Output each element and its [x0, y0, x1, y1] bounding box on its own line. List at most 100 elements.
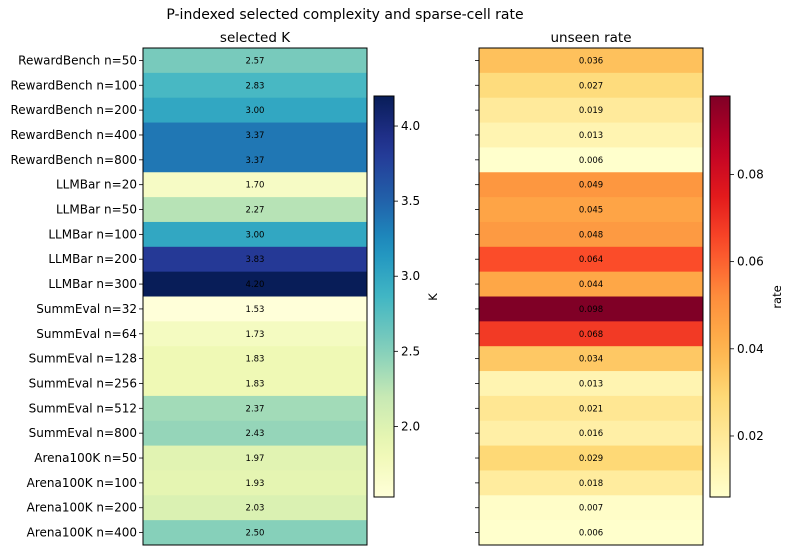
colorbar-rate: 0.02 0.04 0.06 0.08 [709, 95, 764, 498]
colorbar-rate-label: rate [770, 285, 784, 308]
colorbar-tick-label: 0.02 [737, 429, 764, 443]
cell-value-label: 0.048 [579, 230, 603, 240]
heatmap-cell [479, 48, 703, 74]
heatmap-cell [479, 495, 703, 521]
heatmap-cell [479, 296, 703, 322]
heatmap-cell [143, 97, 367, 124]
row-label: RewardBench n=100 [11, 78, 138, 92]
heatmap-cell [143, 445, 367, 471]
colorbar-frame [373, 95, 395, 498]
heatmap-cell [479, 520, 703, 546]
figure-title: P-indexed selected complexity and sparse… [166, 7, 523, 23]
colorbar-k-label: K [426, 293, 440, 301]
row-label: RewardBench n=400 [11, 128, 138, 142]
panel-frame [142, 47, 368, 546]
colorbar-tick-label: 0.04 [737, 342, 764, 356]
cell-value-label: 0.064 [579, 255, 603, 265]
cell-value-label: 2.27 [246, 206, 265, 216]
row-label: LLMBar n=100 [48, 227, 137, 241]
heatmap-cell [479, 395, 703, 422]
row-label: Arena100K n=100 [27, 476, 137, 490]
row-label: SummEval n=64 [36, 327, 137, 341]
heatmap-cell [479, 371, 703, 397]
heatmap-cell [143, 72, 367, 99]
heatmap-cell [479, 271, 703, 297]
row-label: Arena100K n=400 [27, 526, 137, 540]
cell-value-label: 0.068 [579, 330, 603, 340]
cell-value-label: 2.03 [246, 504, 265, 514]
heatmap-cell [479, 122, 703, 148]
colorbar-k: 2.0 2.5 3.0 3.5 4.0 [373, 95, 420, 498]
cell-value-label: 1.73 [246, 330, 265, 340]
colorbar-tick-label: 2.5 [401, 344, 420, 358]
row-label: SummEval n=256 [29, 376, 137, 390]
heatmap-cell [143, 246, 367, 273]
heatmap-cell [479, 97, 703, 124]
heatmap-cell [143, 197, 367, 223]
heatmap-cell [479, 172, 703, 198]
cell-value-label: 0.013 [579, 379, 603, 389]
row-label: Arena100K n=50 [34, 451, 137, 465]
row-label: LLMBar n=200 [48, 252, 137, 266]
cell-value-label: 0.016 [579, 429, 603, 439]
cell-value-label: 0.007 [579, 504, 603, 514]
heatmap-cell [479, 470, 703, 496]
colorbar-gradient [374, 96, 394, 497]
heatmap-cell [143, 346, 367, 372]
heatmap-cell [143, 147, 367, 173]
panel-k-heatmap: 2.57 2.83 3.00 3.37 3.37 1.70 2.27 3.00 3.83 4.20… [142, 47, 368, 546]
colorbar-tick-label: 2.0 [401, 419, 420, 433]
heatmap-cell [479, 246, 703, 273]
cell-value-label: 2.50 [246, 529, 265, 539]
cell-value-label: 0.019 [579, 106, 603, 116]
colorbar-tick-label: 0.06 [737, 255, 764, 269]
cell-value-label: 0.021 [579, 404, 603, 414]
cell-value-label: 1.93 [246, 479, 265, 489]
row-label: LLMBar n=20 [56, 178, 137, 192]
heatmap-cell [479, 321, 703, 347]
colorbar-tick-label: 0.08 [737, 167, 764, 181]
heatmap-cell [143, 221, 367, 248]
heatmap-cell [143, 48, 367, 74]
cell-value-label: 0.098 [579, 305, 603, 315]
cell-value-label: 2.57 [246, 56, 265, 66]
cell-value-label: 0.006 [579, 156, 603, 166]
row-label: SummEval n=128 [29, 352, 137, 366]
cell-value-label: 3.37 [246, 156, 265, 166]
panel-frame [478, 47, 704, 546]
heatmap-cell [143, 395, 367, 422]
cell-value-label: 0.034 [579, 355, 603, 365]
colorbar-tick-label: 3.5 [401, 194, 420, 208]
row-label: SummEval n=512 [29, 401, 137, 415]
heatmap-cell [479, 346, 703, 372]
heatmap-cell [143, 122, 367, 148]
heatmap-cell [479, 147, 703, 173]
heatmap-cell [143, 172, 367, 198]
panel-k-title: selected K [220, 30, 291, 46]
heatmap-cell [143, 495, 367, 521]
cell-value-label: 0.006 [579, 529, 603, 539]
colorbar-tick-label: 4.0 [401, 119, 420, 133]
heatmap-cell [479, 197, 703, 223]
heatmap-cell [143, 321, 367, 347]
cell-value-label: 0.029 [579, 454, 603, 464]
heatmap-cell [143, 371, 367, 397]
cell-value-label: 2.43 [246, 429, 265, 439]
heatmap-cell [479, 72, 703, 99]
heatmap-cell [143, 296, 367, 322]
cell-value-label: 0.045 [579, 206, 603, 216]
row-label: Arena100K n=200 [27, 501, 137, 515]
heatmap-cell [143, 520, 367, 546]
panel-rate-heatmap: 0.036 0.027 0.019 0.013 0.006 0.049 0.045 0.048… [478, 47, 704, 546]
cell-value-label: 4.20 [246, 280, 265, 290]
row-label: LLMBar n=50 [56, 203, 137, 217]
row-labels: RewardBench n=50 RewardBench n=100 RewardB… [11, 53, 479, 540]
row-label: RewardBench n=800 [11, 153, 138, 167]
cell-value-label: 3.00 [246, 106, 265, 116]
cell-value-label: 1.70 [246, 181, 265, 191]
row-label: SummEval n=800 [29, 426, 137, 440]
colorbar-gradient [710, 96, 730, 497]
cell-value-label: 0.018 [579, 479, 603, 489]
heatmap-cell [143, 470, 367, 496]
